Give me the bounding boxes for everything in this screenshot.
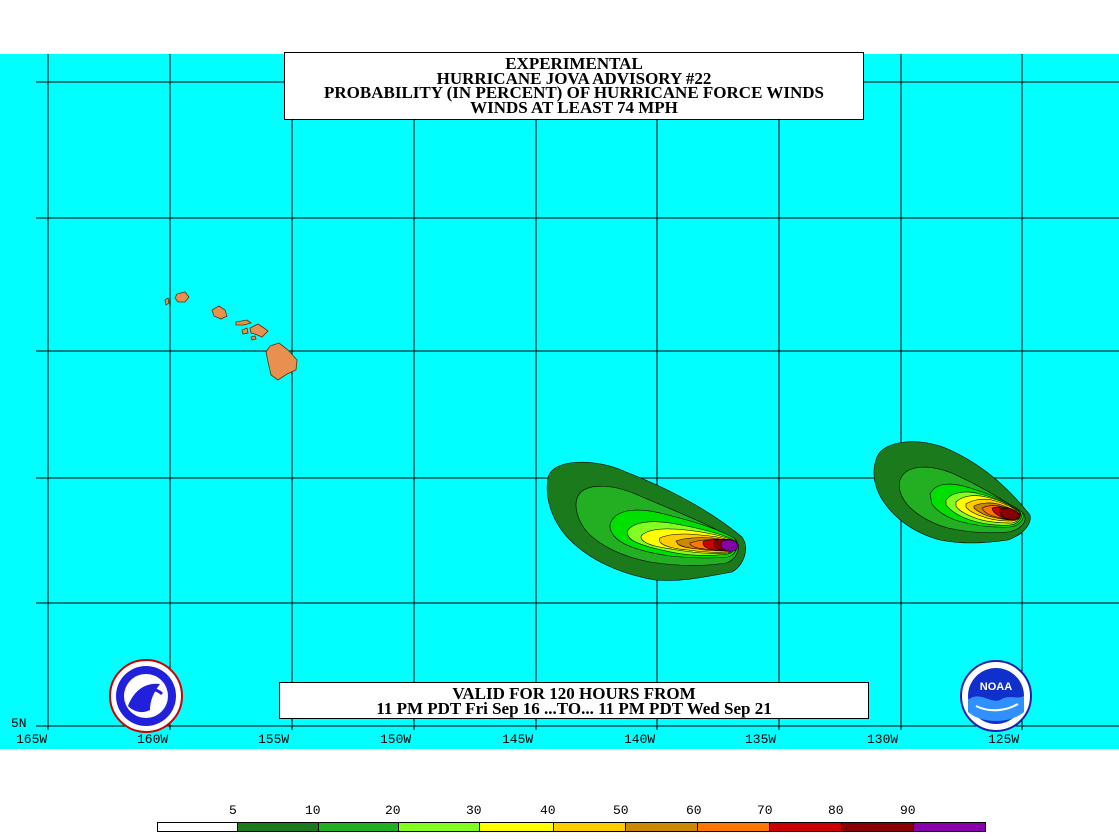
legend-swatch-6 <box>625 822 698 832</box>
lon-label-160w: 160W <box>137 732 169 747</box>
legend-label-80: 80 <box>828 803 844 818</box>
title-line-2: HURRICANE JOVA ADVISORY #22 <box>436 68 712 88</box>
legend-swatch-4 <box>479 822 554 832</box>
legend-swatch-8 <box>769 822 842 832</box>
legend-swatch-0 <box>157 822 238 832</box>
lanai-island <box>241 327 249 335</box>
legend-label-90: 90 <box>900 803 916 818</box>
lat-label-5n: 5N <box>11 716 27 731</box>
kauai-island <box>174 291 190 303</box>
lon-label-125w: 125W <box>988 732 1020 747</box>
big-island <box>265 342 298 381</box>
legend-label-70: 70 <box>757 803 773 818</box>
legend-swatch-3 <box>398 822 480 832</box>
lon-label-165w: 165W <box>16 732 48 747</box>
legend-label-10: 10 <box>305 803 321 818</box>
lon-label-135w: 135W <box>745 732 777 747</box>
title-box: EXPERIMENTAL HURRICANE JOVA ADVISORY #22… <box>284 52 864 120</box>
molokai-island <box>235 319 252 326</box>
legend-swatch-7 <box>697 822 770 832</box>
hawaii-islands <box>164 291 298 381</box>
legend-label-5: 5 <box>229 803 237 818</box>
legend-label-50: 50 <box>613 803 629 818</box>
valid-line-2: 11 PM PDT Fri Sep 16 ...TO... 11 PM PDT … <box>376 699 772 718</box>
legend-label-20: 20 <box>385 803 401 818</box>
legend-label-40: 40 <box>540 803 556 818</box>
nws-logo <box>109 659 183 733</box>
oahu-island <box>211 305 228 320</box>
probability-swath-2 <box>873 441 1031 544</box>
lon-label-150w: 150W <box>380 732 412 747</box>
lon-label-155w: 155W <box>258 732 290 747</box>
kahoolawe-island <box>250 335 257 341</box>
legend-swatch-2 <box>318 822 399 832</box>
legend-label-60: 60 <box>686 803 702 818</box>
valid-box: VALID FOR 120 HOURS FROM 11 PM PDT Fri S… <box>279 682 869 719</box>
title-line-4: WINDS AT LEAST 74 MPH <box>470 97 678 117</box>
lon-label-140w: 140W <box>624 732 656 747</box>
ocean-area <box>0 54 1119 749</box>
noaa-logo-text: NOAA <box>980 681 1012 693</box>
lon-label-145w: 145W <box>502 732 534 747</box>
noaa-logo: NOAA <box>960 660 1032 732</box>
legend-swatch-5 <box>553 822 626 832</box>
lon-label-130w: 130W <box>867 732 899 747</box>
probability-swath-1 <box>546 461 746 581</box>
legend-swatch-1 <box>237 822 319 832</box>
legend-label-30: 30 <box>466 803 482 818</box>
niihau-island <box>164 297 170 306</box>
title-line-1: EXPERIMENTAL <box>505 54 643 73</box>
title-line-3: PROBABILITY (IN PERCENT) OF HURRICANE FO… <box>324 83 824 102</box>
legend-swatch-9 <box>841 822 914 832</box>
valid-line-1: VALID FOR 120 HOURS FROM <box>452 684 696 703</box>
maui-island <box>249 323 269 338</box>
legend-swatch-10 <box>913 822 986 832</box>
